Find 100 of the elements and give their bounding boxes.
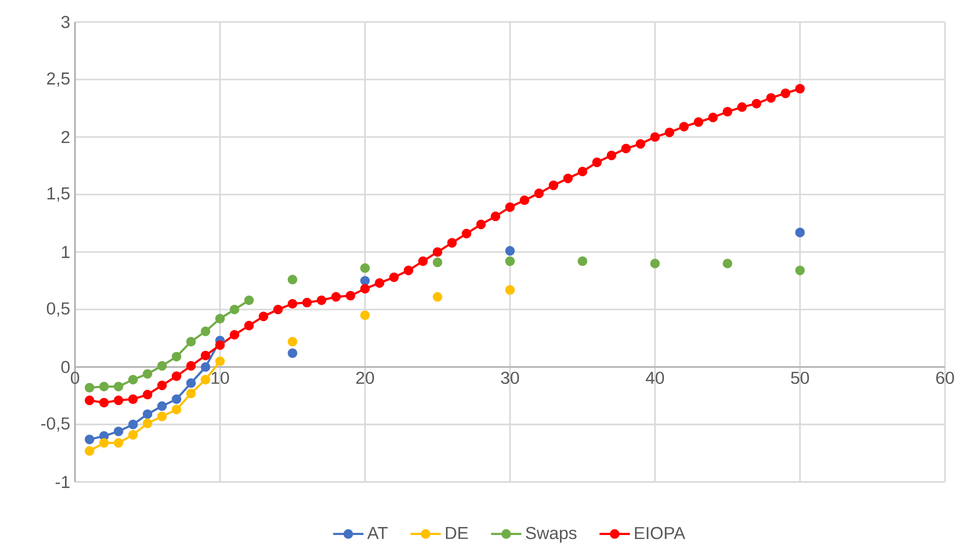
point	[578, 166, 588, 176]
x-tick-label: 40	[646, 372, 664, 384]
point	[142, 409, 152, 419]
y-tick-label: -1	[56, 476, 70, 488]
point	[578, 256, 588, 266]
point	[230, 330, 240, 340]
x-tick-label: 50	[791, 372, 809, 384]
point	[679, 122, 689, 132]
point	[694, 117, 704, 127]
point	[244, 295, 254, 306]
point	[114, 438, 124, 448]
point	[114, 396, 124, 406]
point	[505, 285, 515, 295]
point	[244, 320, 254, 330]
legend-label: Swaps	[526, 526, 576, 543]
point	[418, 256, 428, 266]
point	[432, 258, 442, 268]
point	[128, 394, 138, 404]
point	[490, 212, 500, 222]
point	[737, 102, 747, 112]
point	[288, 298, 298, 309]
point	[331, 292, 341, 302]
x-tick-label: 60	[936, 372, 954, 384]
point	[374, 278, 384, 288]
point	[186, 388, 196, 398]
point	[142, 418, 152, 428]
point	[664, 128, 674, 138]
point	[172, 352, 182, 362]
point	[432, 292, 442, 302]
point	[346, 290, 356, 300]
point	[360, 263, 370, 273]
point	[258, 312, 268, 322]
point	[215, 340, 225, 350]
point	[636, 139, 646, 149]
point	[621, 144, 631, 154]
point	[360, 284, 370, 294]
point	[404, 266, 414, 276]
legend-label: DE	[446, 527, 468, 539]
point	[172, 394, 182, 404]
point	[128, 374, 138, 384]
point	[186, 378, 196, 388]
point	[505, 256, 515, 266]
point	[99, 382, 109, 392]
y-tick-label: 2	[62, 130, 70, 144]
point	[650, 258, 660, 268]
point	[476, 220, 486, 230]
point	[722, 258, 732, 268]
point	[563, 174, 573, 184]
point	[795, 228, 805, 238]
x-tick-label: 10	[212, 372, 229, 384]
point	[520, 195, 530, 206]
point	[592, 157, 602, 168]
point	[722, 106, 732, 116]
y-tick-label: 1	[62, 246, 70, 258]
point	[114, 382, 124, 392]
legend-label: AT	[367, 527, 388, 539]
x-tick-label: 0	[70, 372, 80, 384]
point	[505, 246, 515, 256]
point	[84, 434, 94, 444]
point	[128, 430, 138, 440]
point	[288, 336, 298, 346]
point	[200, 350, 210, 360]
y-tick-label: 0,5	[46, 302, 70, 317]
point	[99, 438, 109, 448]
point	[650, 132, 660, 142]
point	[215, 356, 225, 366]
x-tick-label: 20	[356, 372, 374, 384]
point	[157, 361, 167, 371]
point	[795, 84, 805, 94]
point	[157, 401, 167, 411]
point	[172, 371, 182, 381]
point	[99, 398, 109, 408]
point	[766, 93, 776, 103]
point	[462, 228, 472, 238]
point	[780, 88, 790, 98]
point	[447, 238, 457, 248]
point	[316, 295, 326, 306]
point	[200, 374, 210, 384]
point	[200, 362, 210, 372]
y-tick-label: 3	[61, 16, 70, 28]
y-tick-label: 1,5	[48, 187, 70, 202]
point	[360, 310, 370, 320]
point	[84, 396, 94, 406]
point	[795, 266, 805, 276]
point	[288, 348, 298, 358]
point	[114, 426, 124, 436]
point	[84, 446, 94, 456]
point	[302, 298, 312, 308]
point	[708, 112, 718, 122]
point	[157, 412, 167, 422]
point	[606, 150, 616, 160]
point	[128, 420, 138, 430]
point	[142, 369, 152, 379]
point	[273, 304, 283, 314]
point	[230, 304, 240, 314]
point	[288, 274, 298, 284]
point	[534, 188, 544, 198]
point	[142, 390, 152, 400]
y-tick-label: -0,5	[41, 417, 70, 432]
y-tick-label: 2,5	[47, 72, 70, 87]
